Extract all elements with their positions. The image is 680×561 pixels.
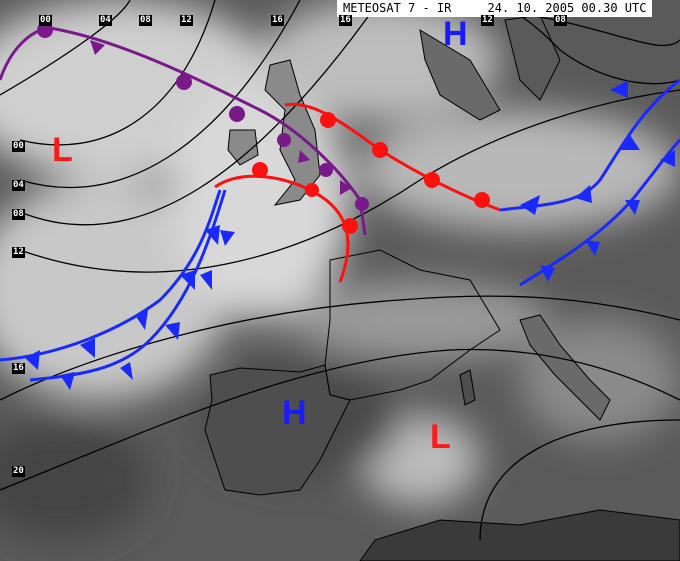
low-pressure-center: L	[52, 131, 73, 169]
coastlines	[204, 14, 680, 561]
isobar-label: 08	[554, 15, 567, 26]
isobars	[0, 0, 680, 541]
isobar-label: 00	[12, 141, 25, 152]
low-pressure-center: L	[430, 418, 451, 456]
isobar-label: 08	[139, 15, 152, 26]
occluded-front	[0, 22, 369, 236]
isobar-label: 16	[12, 363, 25, 374]
warm-front	[214, 102, 501, 283]
satellite-name: METEOSAT 7 - IR	[343, 1, 452, 15]
high-pressure-center: H	[443, 15, 468, 53]
isobar-label: 16	[271, 15, 284, 26]
isobar-label: 20	[12, 466, 25, 477]
isobar-label: 12	[180, 15, 193, 26]
cold-front	[0, 78, 680, 390]
isobar-label: 08	[12, 209, 25, 220]
high-pressure-center: H	[282, 394, 307, 432]
isobar-label: 00	[39, 15, 52, 26]
image-caption: METEOSAT 7 - IR 24. 10. 2005 00.30 UTC	[337, 0, 653, 17]
isobar-label: 12	[481, 15, 494, 26]
isobar-label: 04	[12, 180, 25, 191]
timestamp: 24. 10. 2005 00.30 UTC	[487, 1, 647, 15]
isobar-label: 16	[339, 15, 352, 26]
isobar-label: 12	[12, 247, 25, 258]
isobar-label: 04	[99, 15, 112, 26]
